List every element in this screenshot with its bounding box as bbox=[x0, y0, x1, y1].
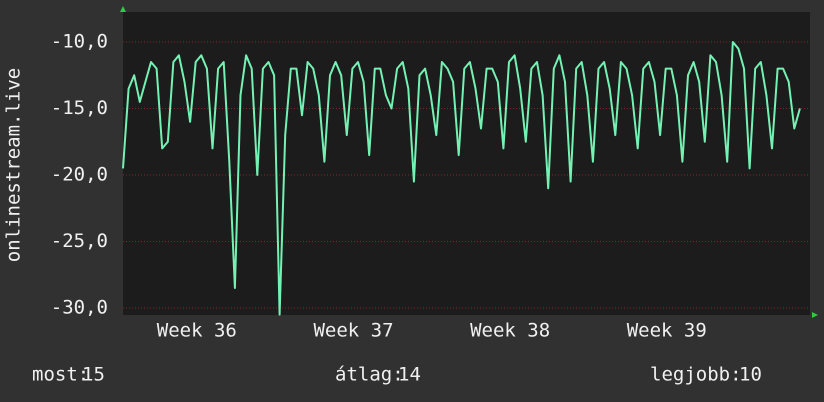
stat-label: legjobb: bbox=[650, 364, 742, 386]
y-tick-label: -20,0 bbox=[51, 164, 108, 186]
x-tick-label: Week 36 bbox=[157, 320, 237, 342]
axis-arrow bbox=[120, 6, 126, 12]
y-tick-label: -30,0 bbox=[51, 296, 108, 318]
stat-value: 10 bbox=[739, 364, 762, 386]
x-tick-label: Week 39 bbox=[627, 320, 707, 342]
y-tick-label: -10,0 bbox=[51, 31, 108, 53]
stat-value: 15 bbox=[82, 364, 105, 386]
plot-area bbox=[123, 12, 810, 315]
y-axis-label: onlinestream.live bbox=[3, 68, 25, 262]
x-tick-label: Week 38 bbox=[470, 320, 550, 342]
x-tick-label: Week 37 bbox=[313, 320, 393, 342]
stat-label: átlag: bbox=[335, 364, 404, 386]
data-line bbox=[122, 41, 801, 316]
y-tick-label: -25,0 bbox=[51, 230, 108, 252]
y-tick-label: -15,0 bbox=[51, 97, 108, 119]
stat-value: 14 bbox=[398, 364, 421, 386]
axis-arrow bbox=[812, 312, 818, 318]
stat-label: most: bbox=[32, 364, 89, 386]
